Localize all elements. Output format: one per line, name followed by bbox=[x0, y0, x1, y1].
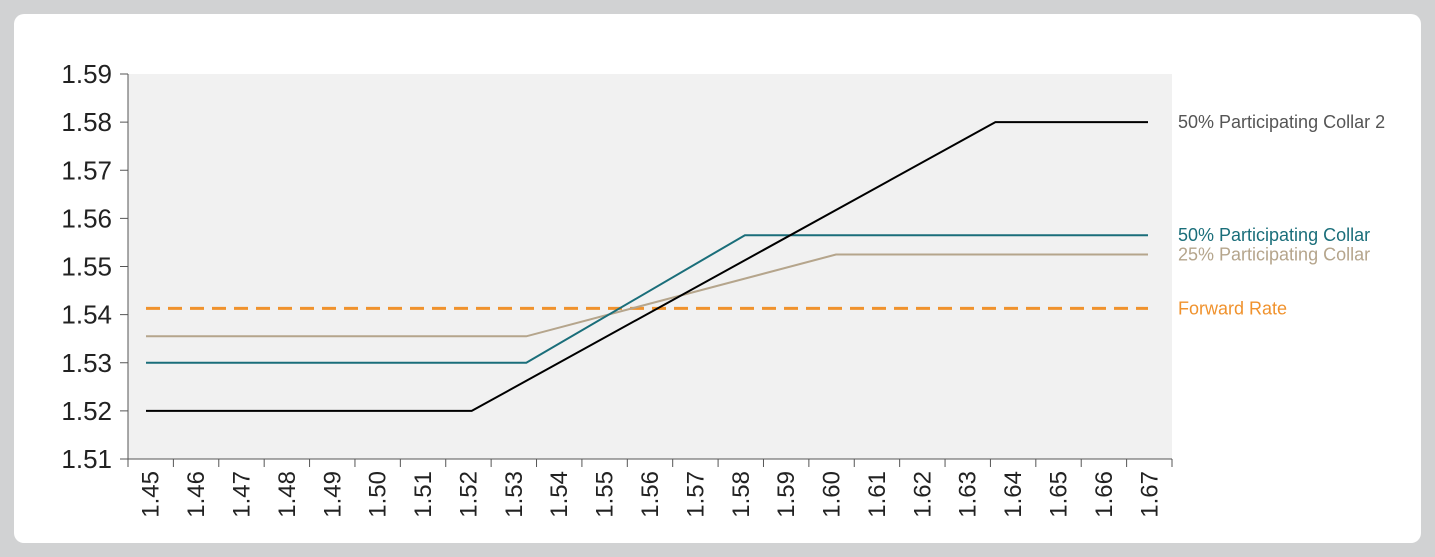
x-tick-label: 1.60 bbox=[819, 471, 846, 518]
legend-label-1: 50% Participating Collar bbox=[1178, 225, 1370, 245]
x-tick-label: 1.58 bbox=[728, 471, 755, 518]
x-tick-label: 1.47 bbox=[228, 471, 255, 518]
series-line-0 bbox=[146, 121, 1148, 412]
x-tick-label: 1.45 bbox=[138, 471, 165, 518]
x-tick-label: 1.54 bbox=[546, 471, 573, 518]
legend-label-3: Forward Rate bbox=[1178, 298, 1287, 318]
y-tick-label: 1.59 bbox=[61, 59, 112, 89]
x-tick-label: 1.61 bbox=[864, 471, 891, 518]
x-tick-label: 1.62 bbox=[909, 471, 936, 518]
x-tick-label: 1.52 bbox=[455, 471, 482, 518]
legend-label-0: 50% Participating Collar 2 bbox=[1178, 112, 1385, 132]
legend-label-2: 25% Participating Collar bbox=[1178, 244, 1370, 264]
x-tick-label: 1.67 bbox=[1136, 471, 1163, 518]
legend: 50% Participating Collar 2 50% Participat… bbox=[1178, 112, 1385, 318]
x-tick-label: 1.57 bbox=[682, 471, 709, 518]
x-tick-label: 1.63 bbox=[955, 471, 982, 518]
x-tick-label: 1.65 bbox=[1046, 471, 1073, 518]
y-tick-label: 1.58 bbox=[61, 107, 112, 137]
y-tick-label: 1.52 bbox=[61, 396, 112, 426]
series-line-1 bbox=[146, 234, 1148, 364]
y-tick-label: 1.51 bbox=[61, 444, 112, 474]
x-tick-label: 1.64 bbox=[1000, 471, 1027, 518]
x-tick-label: 1.50 bbox=[365, 471, 392, 518]
x-tick-label: 1.49 bbox=[319, 471, 346, 518]
y-tick-label: 1.54 bbox=[61, 300, 112, 330]
y-tick-label: 1.55 bbox=[61, 252, 112, 282]
y-tick-label: 1.56 bbox=[61, 203, 112, 233]
x-tick-label: 1.59 bbox=[773, 471, 800, 518]
x-tick-label: 1.46 bbox=[183, 471, 210, 518]
y-axis-ticks: 1.51 1.52 1.53 1.54 1.55 1.56 1.57 1.58 1.59 bbox=[61, 59, 128, 474]
x-tick-label: 1.66 bbox=[1091, 471, 1118, 518]
series-layer bbox=[146, 121, 1148, 412]
x-tick-label: 1.53 bbox=[501, 471, 528, 518]
x-tick-label: 1.51 bbox=[410, 471, 437, 518]
x-tick-label: 1.55 bbox=[592, 471, 619, 518]
x-tick-label: 1.48 bbox=[274, 471, 301, 518]
x-tick-label: 1.56 bbox=[637, 471, 664, 518]
x-axis-ticks: 1.45 1.46 1.47 1.48 1.49 1.50 1.51 1.52 1.53 1.54… bbox=[127, 459, 1173, 518]
plot-area bbox=[128, 74, 1172, 459]
y-tick-label: 1.57 bbox=[61, 155, 112, 185]
y-tick-label: 1.53 bbox=[61, 348, 112, 378]
